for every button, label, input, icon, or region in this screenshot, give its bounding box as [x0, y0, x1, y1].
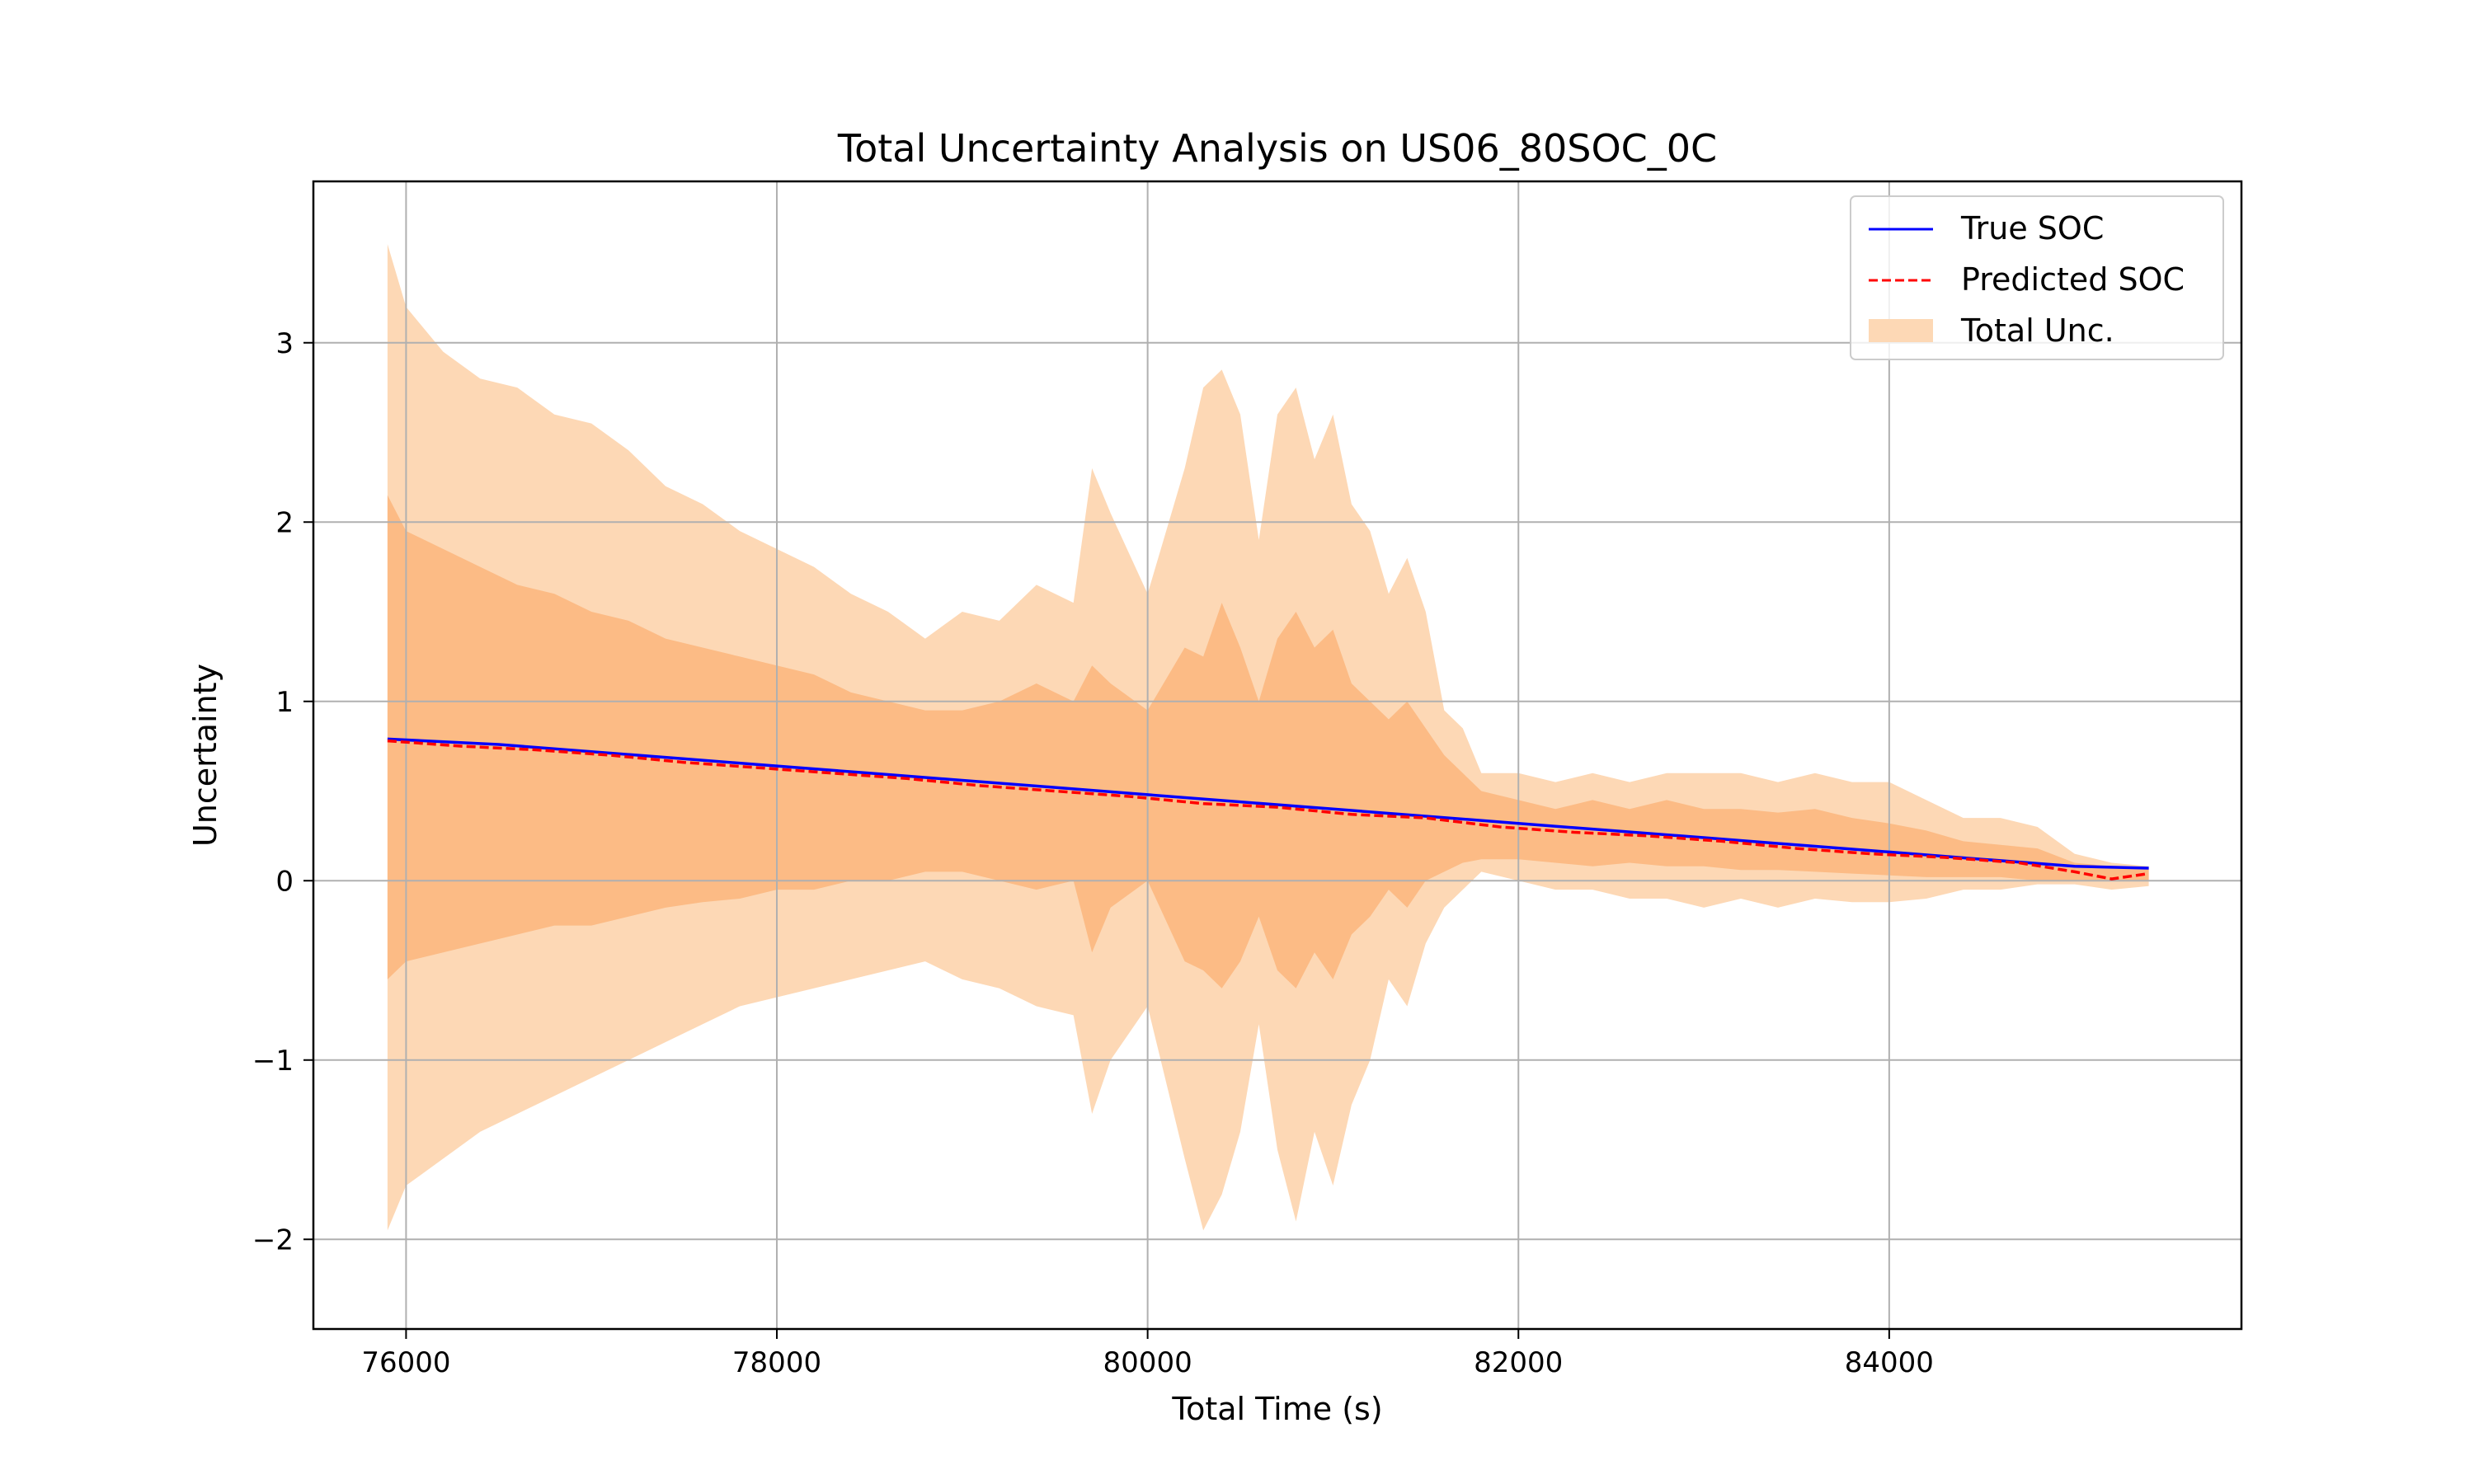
x-tick-label: 76000: [361, 1346, 450, 1379]
y-axis-title: Uncertainty: [187, 664, 223, 847]
y-tick-label: 2: [275, 506, 294, 539]
true-soc-line: [387, 737, 2149, 870]
plot-area-frame: [312, 180, 2243, 1331]
y-tick-label: 0: [275, 865, 294, 898]
x-axis-ticks: 76000 78000 80000 82000 84000: [361, 1329, 1934, 1379]
series-layer: [387, 737, 2149, 881]
legend-label-total-unc: Total Unc.: [1960, 312, 2114, 349]
x-tick-label: 84000: [1845, 1346, 1934, 1379]
grid-layer: [313, 181, 2241, 1329]
legend-swatch-total-unc: [1869, 319, 1933, 342]
legend: True SOC Predicted SOC Total Unc.: [1850, 195, 2224, 360]
chart-title: Total Uncertainty Analysis on US06_80SOC…: [837, 126, 1717, 171]
y-tick-label: −2: [252, 1223, 294, 1256]
legend-box: [1850, 195, 2224, 360]
y-tick-label: 1: [275, 686, 294, 719]
predicted-soc-line: [387, 739, 2149, 881]
x-tick-label: 80000: [1103, 1346, 1192, 1379]
uncertainty-band-inner: [387, 495, 2149, 989]
legend-label-true-soc: True SOC: [1960, 210, 2104, 247]
y-tick-label: −1: [252, 1045, 294, 1078]
legend-label-predicted-soc: Predicted SOC: [1961, 261, 2185, 298]
x-axis-title: Total Time (s): [1171, 1391, 1382, 1427]
y-tick-label: 3: [275, 327, 294, 360]
x-tick-label: 82000: [1474, 1346, 1563, 1379]
uncertainty-band-layer: [387, 244, 2149, 1231]
y-axis-ticks: −2 −1 0 1 2 3: [252, 327, 313, 1256]
x-tick-label: 78000: [732, 1346, 821, 1379]
